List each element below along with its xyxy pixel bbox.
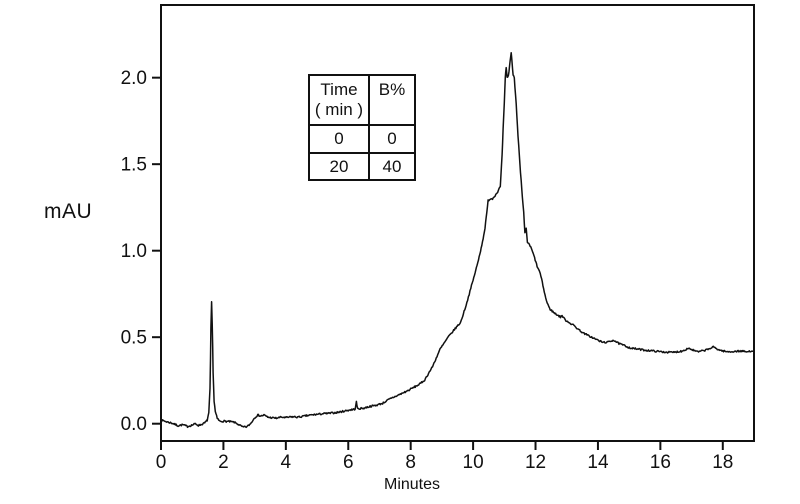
y-tick-label: 0.5 [121, 328, 147, 349]
gradient-table-row1-time: 0 [310, 124, 368, 152]
gradient-table-time-header: Time ( min ) [310, 76, 368, 124]
y-tick-label: 1.5 [121, 155, 147, 176]
x-tick-label: 4 [281, 452, 292, 473]
gradient-table-row1-bpercent: 0 [368, 124, 414, 152]
x-tick-label: 18 [712, 452, 733, 473]
y-tick-label: 2.0 [121, 68, 147, 89]
x-tick-label: 2 [218, 452, 229, 473]
x-tick-label: 12 [525, 452, 546, 473]
x-tick-label: 16 [650, 452, 671, 473]
time-header-line1: Time [320, 80, 358, 99]
x-tick-label: 6 [343, 452, 354, 473]
y-tick-label: 0.0 [121, 414, 147, 435]
chromatogram-trace [160, 51, 755, 429]
gradient-table-row2-time: 20 [310, 152, 368, 179]
x-tick-label: 0 [156, 452, 167, 473]
gradient-table-bpercent-header: B% [368, 76, 414, 124]
gradient-inset-table: Time ( min ) B% 0 0 20 40 [308, 74, 416, 181]
plot-frame [160, 4, 755, 442]
gradient-table-row2-bpercent: 40 [368, 152, 414, 179]
x-tick-label: 8 [405, 452, 416, 473]
y-tick-label: 1.0 [121, 241, 147, 262]
x-tick-label: 10 [463, 452, 484, 473]
x-axis-title: Minutes [384, 476, 441, 493]
bpercent-header-text: B% [378, 80, 406, 99]
y-axis-title: mAU [44, 200, 93, 223]
x-tick-label: 14 [587, 452, 609, 473]
time-header-line2: ( min ) [314, 100, 364, 119]
